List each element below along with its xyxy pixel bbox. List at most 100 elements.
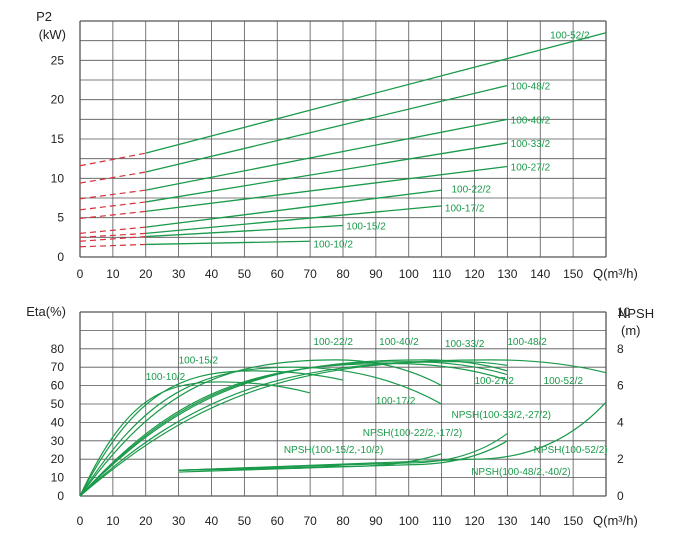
npsh-curve-label: NPSH(100-22/2,-17/2) (363, 428, 463, 439)
y-tick-label: 80 (51, 342, 65, 356)
x-tick-label: 130 (497, 514, 517, 528)
npsh-tick-label: 10 (617, 305, 631, 319)
x-tick-label: 70 (303, 267, 317, 281)
power-curve-dashed-100-40/2 (79, 189, 146, 200)
x-tick-label: 30 (172, 514, 186, 528)
efficiency-curve-100-40/2 (79, 359, 508, 497)
power-curve-dashed-100-27/2 (79, 210, 146, 220)
power-curve-dashed-100-22/2 (79, 226, 146, 234)
x-tick-label: 90 (369, 514, 383, 528)
efficiency-curve-100-17/2 (79, 366, 442, 497)
x-tick-label: 90 (369, 267, 383, 281)
npsh-curve-label: NPSH(100-48/2,-40/2) (471, 467, 571, 478)
power-curve-dashed-100-15/2 (79, 235, 146, 242)
x-tick-label: 130 (497, 267, 517, 281)
y-tick-label: 0 (57, 250, 64, 264)
power-curve-100-52/2 (145, 32, 607, 154)
power-curve-label: 100-22/2 (451, 185, 491, 196)
x-tick-label: 110 (432, 514, 451, 528)
power-curve-label: 100-48/2 (511, 82, 551, 93)
npsh-tick-label: 2 (617, 452, 624, 466)
x-tick-label: 140 (530, 514, 550, 528)
efficiency-curve-label: 100-33/2 (445, 339, 485, 350)
y-tick-label: 10 (51, 471, 65, 485)
y-tick-label: 30 (51, 434, 65, 448)
efficiency-curve-label: 100-22/2 (313, 337, 353, 348)
y-tick-label: 20 (51, 452, 65, 466)
x-tick-label: 40 (205, 267, 219, 281)
x-tick-label: 20 (139, 514, 153, 528)
power-curve-100-40/2 (145, 118, 508, 191)
power-curve-label: 100-27/2 (511, 163, 551, 174)
y-tick-label: 15 (51, 132, 65, 146)
power-chart-panel: 0 10 20 30 40 50 60 70 80 90 100 110 120 130 140 150 0 5 1… (51, 20, 607, 281)
efficiency-curve-label: 100-40/2 (379, 337, 419, 348)
x-tick-label: 150 (563, 514, 583, 528)
x-tick-label: 10 (106, 267, 120, 281)
power-curve-label: 100-33/2 (511, 139, 551, 150)
npsh-tick-label: 4 (617, 415, 624, 429)
power-curve-label: 100-17/2 (445, 203, 485, 214)
efficiency-npsh-chart-panel: 0 10 20 30 40 50 60 70 80 90 100 110 120 130 140 150010… (51, 305, 631, 528)
power-curve-label: 100-52/2 (550, 30, 590, 41)
npsh-curve (178, 401, 607, 471)
y-tick-label: 60 (51, 379, 65, 393)
efficiency-curve-label: 100-52/2 (544, 376, 584, 387)
x-tick-label: 60 (271, 514, 285, 528)
power-curve-100-48/2 (145, 84, 508, 173)
x-tick-label: 110 (432, 267, 451, 281)
power-curve-label: 100-15/2 (346, 222, 386, 233)
x-tick-label: 150 (563, 267, 583, 281)
efficiency-axis-label: Eta(%) (26, 304, 66, 319)
power-axis-unit: (kW) (39, 27, 66, 42)
power-curve-100-22/2 (145, 189, 442, 228)
x-tick-label: 120 (464, 267, 484, 281)
x-tick-label: 70 (303, 514, 317, 528)
x-tick-label: 100 (399, 267, 419, 281)
efficiency-curve-label: 100-48/2 (507, 337, 547, 348)
y-tick-label: 10 (51, 171, 65, 185)
efficiency-curve-100-48/2 (79, 361, 508, 497)
y-tick-label: 5 (57, 211, 64, 225)
efficiency-curve-100-52/2 (79, 359, 607, 497)
x-tick-label: 10 (106, 514, 120, 528)
efficiency-curve-label: 100-17/2 (376, 396, 416, 407)
x-tick-label: 80 (336, 514, 350, 528)
x-tick-label: 0 (77, 514, 84, 528)
efficiency-curve-label: 100-10/2 (146, 372, 186, 383)
x-tick-label: 20 (139, 267, 153, 281)
x-tick-label: 100 (399, 514, 419, 528)
power-curve-100-27/2 (145, 165, 508, 213)
efficiency-curve-label: 100-27/2 (475, 376, 515, 387)
npsh-curve-label: NPSH(100-33/2,-27/2) (451, 410, 551, 421)
q-axis-label-bottom: Q(m³/h) (593, 513, 638, 528)
power-curve-dashed-100-52/2 (79, 152, 146, 167)
power-curve-dashed-100-33/2 (79, 201, 146, 211)
y-tick-label: 25 (51, 53, 65, 67)
x-tick-label: 30 (172, 267, 186, 281)
x-tick-label: 80 (336, 267, 350, 281)
npsh-tick-label: 6 (617, 379, 624, 393)
power-curve-100-15/2 (145, 224, 344, 238)
power-curve-100-10/2 (145, 240, 311, 246)
x-tick-label: 120 (464, 514, 484, 528)
power-curve-100-33/2 (145, 142, 508, 203)
y-tick-label: 50 (51, 397, 65, 411)
efficiency-curve-label: 100-15/2 (179, 356, 219, 367)
npsh-curve-label: NPSH(100-52/2) (534, 445, 608, 456)
efficiency-curve-100-10/2 (79, 381, 311, 497)
x-tick-label: 140 (530, 267, 550, 281)
x-tick-label: 40 (205, 514, 219, 528)
npsh-tick-label: 8 (617, 342, 624, 356)
npsh-curve (178, 432, 508, 471)
power-curve-dashed-100-48/2 (79, 171, 146, 184)
y-tick-label: 70 (51, 360, 65, 374)
power-axis-label: P2 (36, 9, 52, 24)
y-tick-label: 0 (57, 489, 64, 503)
power-curve-dashed-100-10/2 (79, 243, 146, 248)
npsh-axis-unit: (m) (621, 323, 641, 338)
efficiency-curve-100-15/2 (79, 370, 344, 497)
npsh-tick-label: 0 (617, 489, 624, 503)
power-curve-dashed-100-17/2 (79, 232, 146, 238)
